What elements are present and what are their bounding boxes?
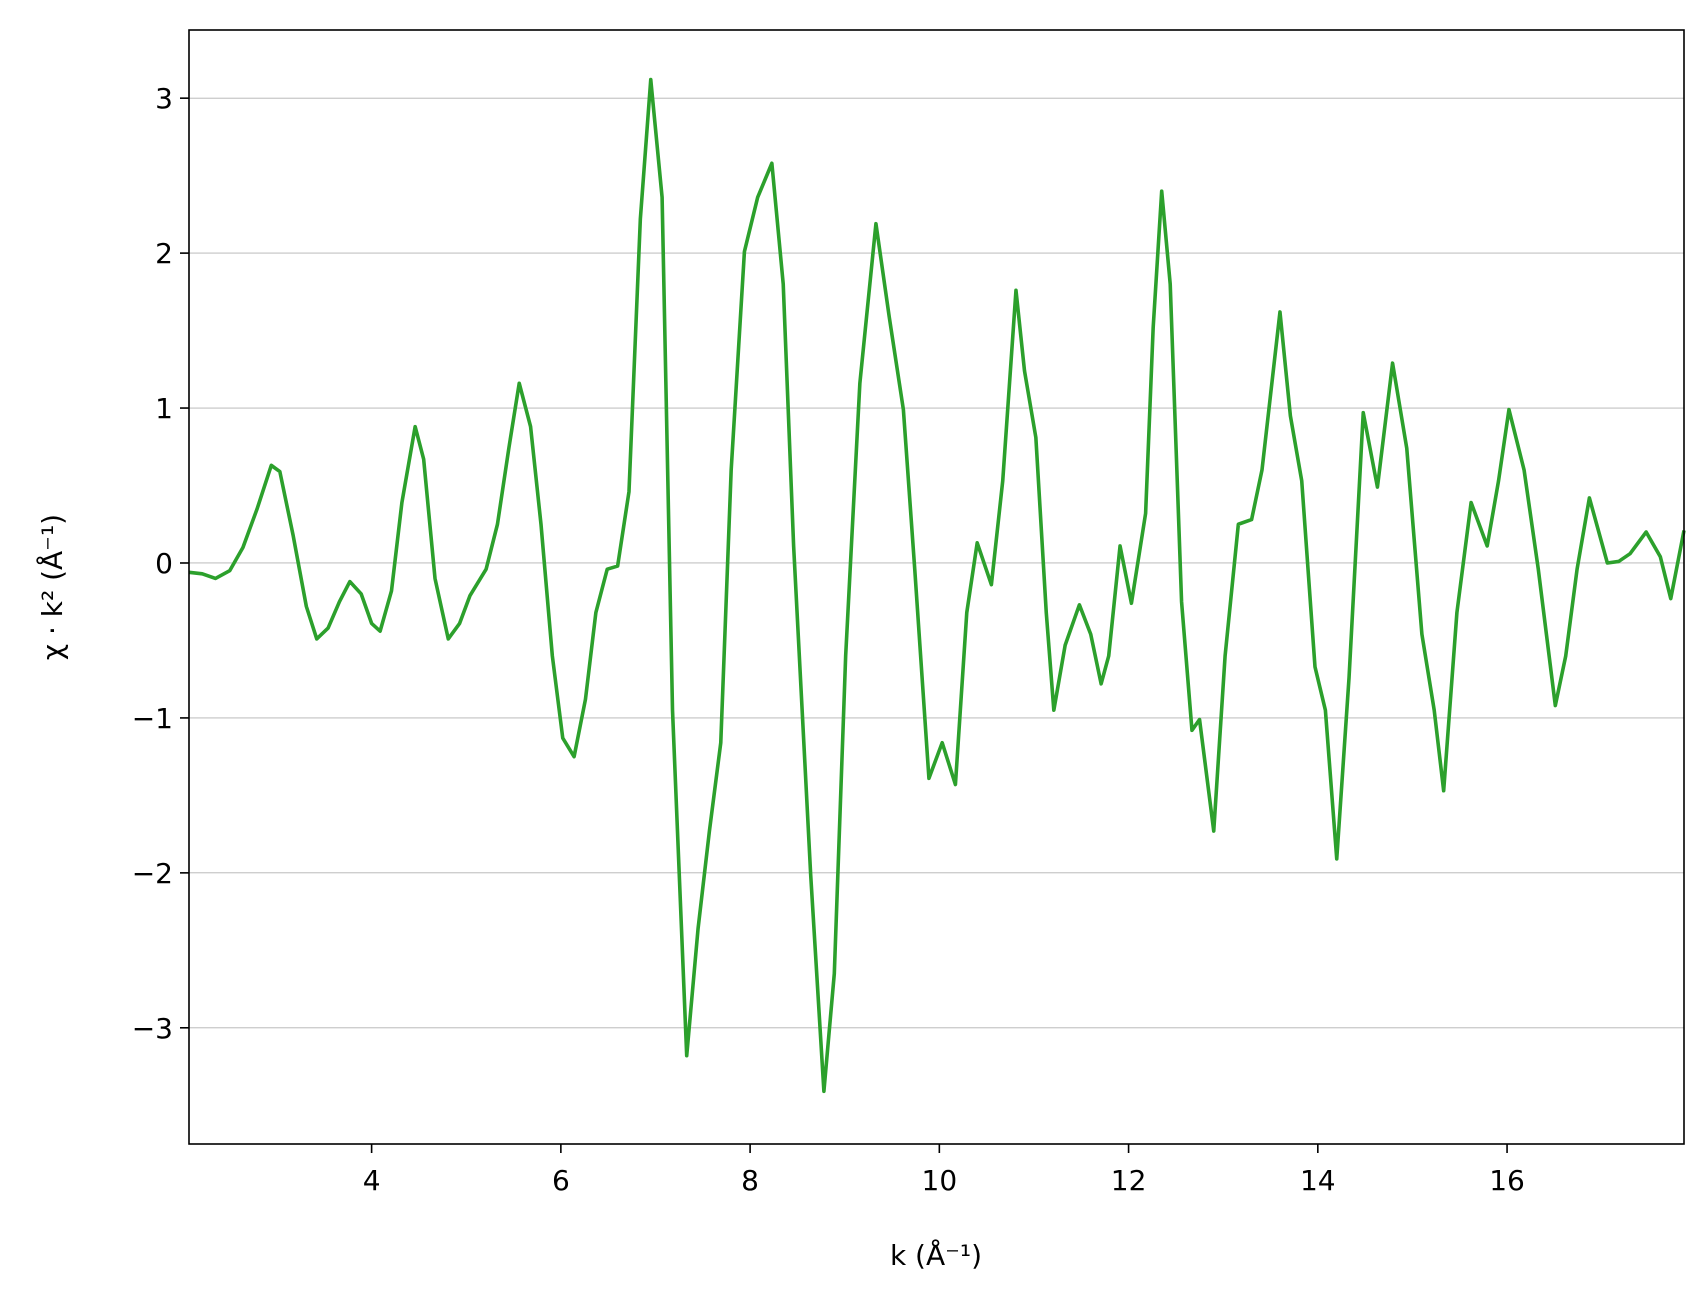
y-tick-label: −2 — [132, 857, 173, 890]
x-tick-label: 12 — [1111, 1164, 1147, 1197]
y-tick-label: −3 — [132, 1012, 173, 1045]
x-tick-label: 16 — [1489, 1164, 1525, 1197]
y-tick-label: 1 — [155, 392, 173, 425]
plot-frame — [188, 29, 1685, 1145]
y-tick-label: 2 — [155, 237, 173, 270]
x-tick-label: 10 — [922, 1164, 958, 1197]
y-tick-label: 0 — [155, 547, 173, 580]
y-tick-label: −1 — [132, 702, 173, 735]
y-tick-label: 3 — [155, 82, 173, 115]
x-tick-label: 4 — [363, 1164, 381, 1197]
data-line — [188, 77, 1686, 1094]
x-tick-label: 6 — [552, 1164, 570, 1197]
x-axis-label: k (Å⁻¹) — [890, 1238, 982, 1272]
x-tick-label: 8 — [741, 1164, 759, 1197]
y-axis-label: χ · k² (Å⁻¹) — [35, 514, 69, 660]
x-tick-label: 14 — [1300, 1164, 1336, 1197]
